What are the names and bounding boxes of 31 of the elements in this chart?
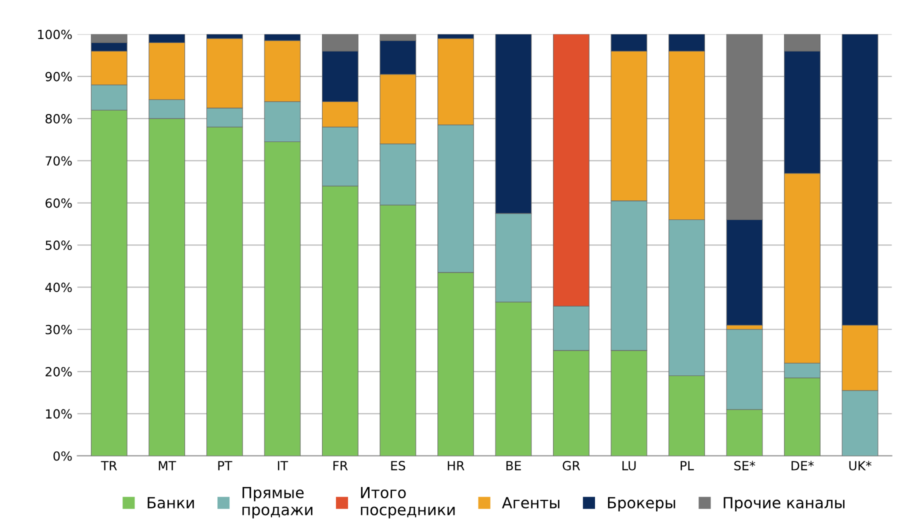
legend-label: Банки [148, 497, 194, 508]
x-tick-label: BE [506, 461, 521, 470]
x-tick-label: ES [391, 460, 406, 470]
y-tick-label: 20% [46, 367, 72, 376]
x-tick-label: PL [680, 461, 694, 470]
y-tick-label: 30% [46, 324, 72, 334]
y-tick-label: 80% [46, 114, 72, 124]
y-tick-label: 0% [53, 451, 72, 461]
legend-label: Брокеры [608, 497, 676, 512]
x-tick-label: UK* [849, 460, 872, 470]
x-tick-label: IT [278, 461, 288, 470]
x-tick-label: GR [562, 460, 580, 470]
y-tick-label: 70% [46, 156, 72, 166]
legend-label: Прочие каналы [724, 497, 844, 512]
x-tick-label: MT [158, 461, 176, 470]
y-tick-label: 10% [46, 409, 72, 419]
legend-label: Итого посредники [360, 486, 455, 518]
x-tick-label: SE* [734, 460, 756, 470]
x-tick-label: DE* [792, 460, 814, 470]
y-tick-label: 100% [38, 30, 72, 40]
x-tick-label: FR [333, 461, 348, 470]
y-tick-label: 60% [46, 198, 72, 208]
y-tick-label: 50% [46, 240, 72, 250]
legend-label: Агенты [502, 497, 560, 508]
x-tick-label: TR [100, 461, 117, 470]
y-tick-label: 40% [45, 282, 72, 292]
y-tick-label: 90% [45, 72, 72, 82]
x-tick-label: HR [448, 461, 464, 470]
legend-label: Прямые продажи [242, 486, 312, 518]
x-tick-label: LU [622, 461, 636, 470]
x-tick-label: PT [218, 461, 232, 470]
